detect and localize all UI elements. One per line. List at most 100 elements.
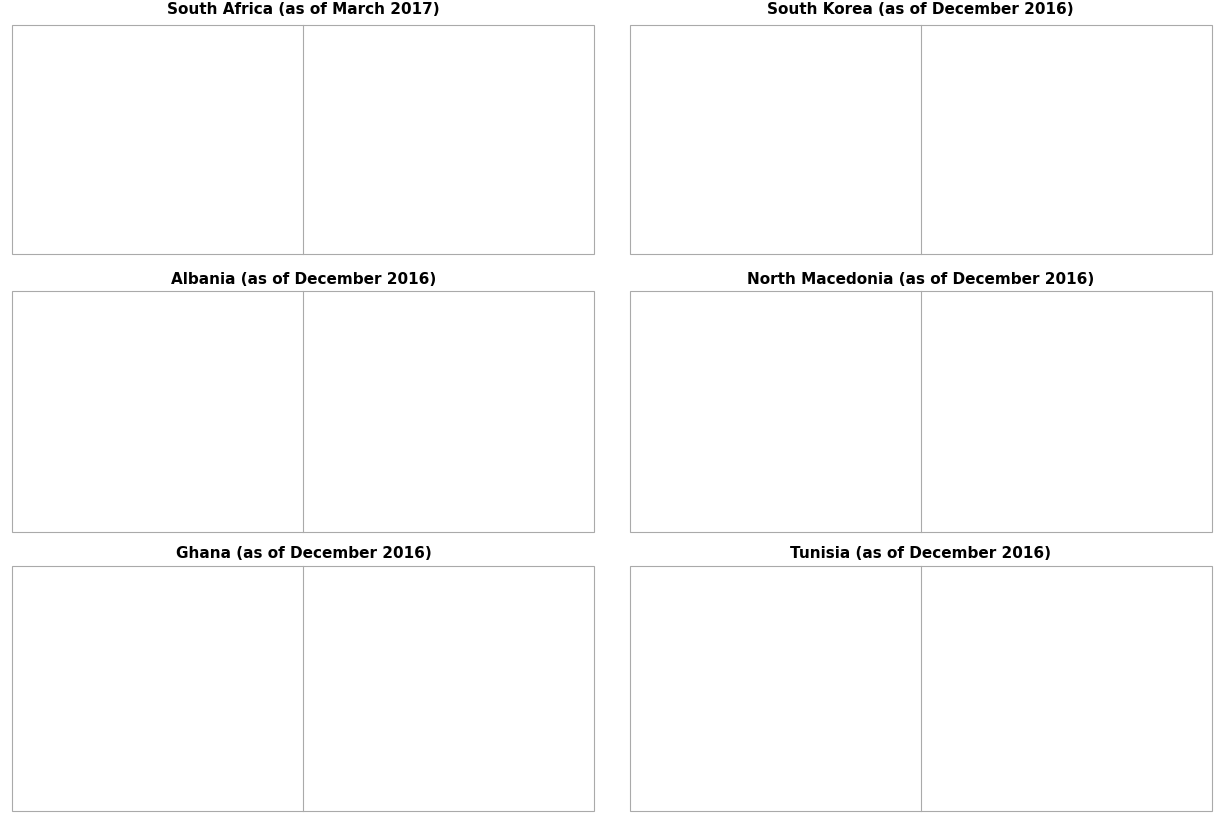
- Text: 3%: 3%: [386, 414, 405, 425]
- Text: CNY
7%: CNY 7%: [1083, 42, 1103, 63]
- Wedge shape: [778, 612, 783, 689]
- Text: 21%: 21%: [401, 367, 427, 377]
- Text: EUR
93%: EUR 93%: [1084, 494, 1105, 516]
- Wedge shape: [114, 338, 235, 486]
- Wedge shape: [705, 338, 778, 481]
- Wedge shape: [371, 394, 446, 417]
- Text: GBP
1%: GBP 1%: [1093, 577, 1120, 609]
- Text: 1%: 1%: [771, 356, 789, 366]
- Text: USD
22%: USD 22%: [78, 328, 100, 349]
- Text: 22%: 22%: [1093, 114, 1120, 124]
- Wedge shape: [1005, 670, 1140, 765]
- Text: 2%: 2%: [116, 443, 136, 453]
- Wedge shape: [778, 135, 848, 144]
- Text: 1%: 1%: [777, 357, 796, 367]
- Text: EUR
47%: EUR 47%: [843, 750, 864, 772]
- Wedge shape: [446, 622, 490, 689]
- Title: External Debt: External Debt: [1021, 27, 1106, 41]
- Text: 15%: 15%: [99, 421, 125, 431]
- Text: 2%: 2%: [809, 651, 827, 661]
- Text: Tunisia (as of December 2016): Tunisia (as of December 2016): [789, 546, 1051, 561]
- Wedge shape: [415, 72, 446, 139]
- Text: USD
44%: USD 44%: [663, 384, 685, 405]
- Text: EUR
18%: EUR 18%: [236, 176, 257, 198]
- Text: 2%: 2%: [816, 134, 836, 145]
- Wedge shape: [106, 412, 160, 469]
- Wedge shape: [376, 412, 446, 455]
- Wedge shape: [1064, 77, 1133, 156]
- Text: South Korea (as of December 2016): South Korea (as of December 2016): [767, 2, 1073, 17]
- Text: Ghana (as of December 2016): Ghana (as of December 2016): [176, 546, 431, 561]
- Wedge shape: [160, 614, 184, 689]
- Wedge shape: [778, 139, 848, 187]
- Wedge shape: [1045, 338, 1064, 412]
- Text: 18%: 18%: [187, 160, 214, 170]
- Text: 93%: 93%: [442, 181, 469, 191]
- Wedge shape: [160, 613, 175, 689]
- Text: 57%: 57%: [102, 145, 127, 155]
- Text: 38%: 38%: [717, 665, 744, 675]
- Text: USD
87%: USD 87%: [100, 767, 122, 788]
- Text: GBP
3%: GBP 3%: [856, 113, 897, 135]
- Text: 6%: 6%: [198, 126, 217, 136]
- Text: 7%: 7%: [1065, 88, 1083, 98]
- Text: USD
63%: USD 63%: [676, 164, 696, 186]
- Wedge shape: [1064, 615, 1087, 689]
- Text: 1%: 1%: [771, 632, 789, 642]
- Text: South Africa (as of March 2017): South Africa (as of March 2017): [168, 2, 439, 17]
- Wedge shape: [160, 617, 193, 689]
- Text: EUR
6%: EUR 6%: [211, 591, 244, 621]
- Text: 36%: 36%: [1004, 661, 1031, 671]
- Text: Other
6%: Other 6%: [463, 572, 493, 606]
- Text: USD
36%: USD 36%: [955, 636, 976, 658]
- Text: 1%: 1%: [1071, 635, 1091, 645]
- Wedge shape: [988, 612, 1064, 737]
- Text: EUR
11%: EUR 11%: [860, 164, 883, 186]
- Text: 3%: 3%: [420, 90, 438, 100]
- Text: JPY
2%: JPY 2%: [857, 129, 894, 150]
- Text: CNY
17%: CNY 17%: [842, 66, 863, 87]
- Wedge shape: [373, 412, 446, 439]
- Text: 15%: 15%: [1089, 650, 1115, 660]
- Wedge shape: [1064, 618, 1137, 689]
- Wedge shape: [1064, 617, 1092, 689]
- Title: External Debt (SDR in Components): External Debt (SDR in Components): [333, 568, 557, 582]
- Text: 2%: 2%: [388, 423, 406, 433]
- Wedge shape: [160, 114, 230, 139]
- Text: EUR
53%: EUR 53%: [870, 428, 891, 449]
- Title: External Debt: External Debt: [1021, 294, 1106, 307]
- Text: CNY
2%: CNY 2%: [192, 577, 220, 610]
- Text: CNY
1%: CNY 1%: [1088, 574, 1114, 607]
- Title: Reserves: Reserves: [132, 294, 190, 307]
- Wedge shape: [989, 338, 1137, 486]
- Text: Other
4%: Other 4%: [777, 30, 805, 62]
- Wedge shape: [373, 338, 446, 412]
- Text: EUR
4%: EUR 4%: [422, 30, 443, 62]
- Text: 17%: 17%: [799, 101, 826, 111]
- Title: External Debt (SDR in Components): External Debt (SDR in Components): [333, 294, 557, 307]
- Wedge shape: [386, 338, 519, 486]
- Text: GBP
2%: GBP 2%: [182, 573, 208, 607]
- Text: Other
5%: Other 5%: [312, 391, 362, 413]
- Wedge shape: [752, 339, 853, 486]
- Wedge shape: [994, 70, 1131, 209]
- Wedge shape: [709, 70, 830, 209]
- Text: GBP
1%: GBP 1%: [778, 296, 799, 329]
- Wedge shape: [778, 636, 840, 689]
- Text: USD
38%: USD 38%: [667, 642, 689, 664]
- Text: 53%: 53%: [814, 421, 841, 431]
- Text: Other
1%: Other 1%: [769, 570, 796, 604]
- Text: EUR
65%: EUR 65%: [530, 444, 552, 466]
- Wedge shape: [371, 412, 446, 430]
- Text: EUR
17%: EUR 17%: [541, 662, 563, 684]
- Wedge shape: [84, 612, 236, 765]
- Text: Other
4%: Other 4%: [1062, 571, 1091, 605]
- Text: EUR
22%: EUR 22%: [1144, 91, 1165, 112]
- Text: GBP
6%: GBP 6%: [237, 110, 278, 131]
- Text: Other
15%: Other 15%: [42, 428, 70, 449]
- Title: External Debt: External Debt: [403, 27, 488, 41]
- Text: 2%: 2%: [458, 636, 476, 646]
- Text: North Macedonia (as of December 2016): North Macedonia (as of December 2016): [747, 272, 1094, 287]
- Wedge shape: [778, 122, 848, 139]
- Title: External Debt (SDR in Components): External Debt (SDR in Components): [951, 568, 1175, 582]
